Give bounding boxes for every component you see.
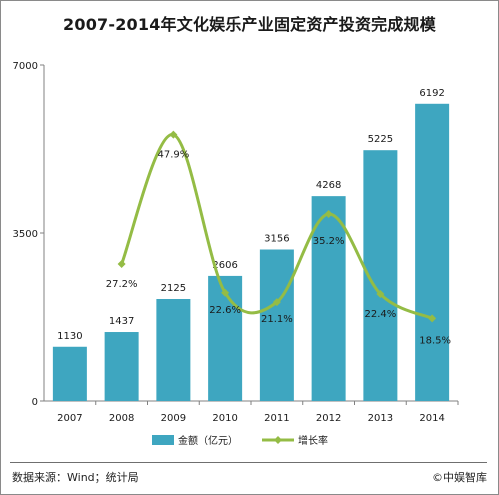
- x-tick-label: 2012: [316, 413, 341, 424]
- bar-value-label: 6192: [419, 88, 444, 99]
- legend-bar-label: 金额（亿元）: [178, 434, 238, 447]
- bar: [259, 249, 294, 401]
- growth-rate-marker: [169, 130, 178, 139]
- growth-rate-marker: [376, 290, 385, 298]
- bar: [208, 275, 243, 401]
- y-tick-label: 0: [32, 397, 38, 408]
- bar: [52, 346, 87, 401]
- bar-value-label: 1437: [109, 316, 134, 327]
- x-tick-label: 2013: [368, 413, 393, 424]
- growth-rate-marker: [428, 314, 437, 323]
- growth-rate-label: 22.6%: [209, 305, 241, 316]
- bar-value-label: 1130: [57, 331, 82, 342]
- growth-rate-label: 35.2%: [313, 236, 345, 247]
- growth-rate-label: 22.4%: [364, 309, 396, 320]
- growth-rate-line: [120, 133, 433, 320]
- x-tick-label: 2007: [57, 413, 82, 424]
- x-tick-label: 2010: [212, 413, 237, 424]
- bar-value-label: 5225: [368, 134, 393, 145]
- growth-rate-marker: [272, 298, 281, 307]
- growth-rate-marker: [221, 288, 230, 297]
- bar: [156, 299, 191, 401]
- growth-rate-marker: [324, 210, 333, 218]
- bar-value-label: 4268: [316, 180, 341, 191]
- growth-rate-label: 18.5%: [419, 335, 451, 346]
- growth-rate-label: 27.2%: [106, 279, 138, 290]
- growth-rate-label: 21.1%: [261, 314, 293, 325]
- legend-line-label: 增长率: [298, 434, 328, 447]
- bar: [415, 103, 450, 401]
- growth-rate-marker: [117, 260, 126, 268]
- footer-divider: [10, 462, 487, 463]
- brand-credit: ©中娱智库: [432, 471, 487, 484]
- legend-line-marker: [274, 436, 282, 444]
- x-tick-label: 2014: [419, 413, 444, 424]
- growth-rate-label: 47.9%: [157, 150, 189, 161]
- x-tick-label: 2011: [264, 413, 289, 424]
- x-tick-label: 2009: [161, 413, 186, 424]
- legend-bar-swatch: [152, 435, 174, 445]
- bar: [311, 196, 346, 401]
- y-tick-label: 3500: [13, 229, 38, 240]
- bar-value-label: 2606: [212, 260, 237, 271]
- y-tick-label: 7000: [13, 61, 38, 72]
- source-note: 数据来源：Wind；统计局: [12, 471, 139, 484]
- bar-value-label: 2125: [161, 283, 186, 294]
- chart-title: 2007-2014年文化娱乐产业固定资产投资完成规模: [63, 15, 436, 34]
- x-tick-label: 2008: [109, 413, 134, 424]
- bar-value-label: 3156: [264, 234, 289, 245]
- bar: [104, 332, 139, 401]
